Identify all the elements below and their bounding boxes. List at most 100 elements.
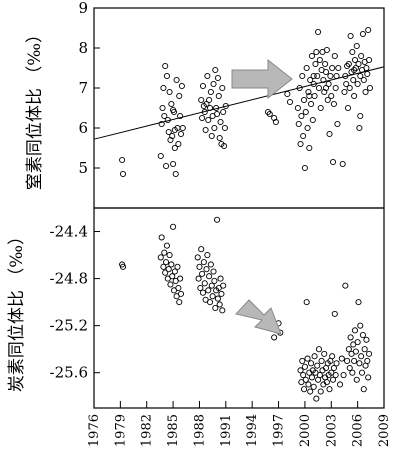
carbon-data-point [354, 339, 361, 346]
nitrogen-data-point [178, 82, 185, 90]
nitrogen-data-point [358, 52, 365, 60]
carbon-data-point [347, 334, 354, 341]
x-tick-label: 1988 [192, 414, 207, 447]
carbon-data-point [302, 376, 309, 383]
nitrogen-data-point [164, 116, 171, 124]
nitrogen-plot-frame [93, 7, 385, 209]
nitrogen-data-point [364, 70, 371, 78]
decrease-arrow [235, 299, 282, 335]
nitrogen-data-point [206, 104, 214, 112]
nitrogen-data-point [295, 120, 302, 128]
nitrogen-data-point [201, 108, 208, 116]
carbon-data-point [200, 259, 207, 266]
nitrogen-data-point [315, 84, 323, 92]
nitrogen-data-point [357, 112, 364, 120]
carbon-data-point [330, 364, 337, 372]
carbon-data-point [353, 376, 360, 383]
nitrogen-data-point [357, 72, 364, 80]
carbon-data-point [323, 379, 330, 386]
nitrogen-data-point [202, 126, 209, 134]
carbon-data-point [331, 310, 338, 317]
nitrogen-data-point [212, 66, 219, 74]
nitrogen-data-point [171, 144, 178, 152]
nitrogen-data-point [351, 56, 359, 64]
carbon-data-point [344, 357, 351, 364]
nitrogen-data-point [166, 88, 173, 96]
x-tick-label: 2000 [298, 414, 313, 447]
carbon-data-point [206, 273, 213, 280]
nitrogen-data-point [213, 104, 220, 112]
carbon-data-point [308, 360, 315, 367]
nitrogen-data-point [351, 66, 358, 74]
x-tick-label: 1985 [166, 414, 181, 447]
nitrogen-data-point [331, 52, 338, 60]
carbon-data-point [301, 363, 308, 370]
nitrogen-data-point [356, 124, 363, 132]
carbon-data-point [311, 353, 318, 360]
carbon-data-point [355, 299, 362, 306]
nitrogen-data-point [158, 120, 165, 128]
nitrogen-data-point [169, 132, 176, 140]
x-tick-label: 2003 [324, 414, 339, 447]
nitrogen-data-point [297, 140, 304, 148]
nitrogen-data-point [312, 60, 319, 68]
nitrogen-data-point [341, 88, 348, 96]
carbon-data-point [199, 270, 206, 277]
nitrogen-data-point [360, 76, 367, 84]
nitrogen-data-point [343, 80, 350, 88]
nitrogen-y-tick-label: 5 [78, 159, 88, 177]
nitrogen-data-point [165, 128, 172, 136]
nitrogen-data-point [172, 170, 179, 178]
nitrogen-data-point [321, 88, 328, 96]
nitrogen-data-point [177, 112, 184, 120]
nitrogen-data-point [170, 106, 177, 114]
carbon-data-point [197, 284, 204, 292]
nitrogen-data-point [320, 76, 327, 84]
carbon-data-point [157, 254, 164, 261]
carbon-data-point [160, 263, 167, 270]
carbon-data-point [351, 357, 358, 364]
nitrogen-y-ticks: 5 6 7 8 9 [78, 0, 100, 177]
nitrogen-data-point [334, 120, 341, 128]
nitrogen-data-point [214, 74, 221, 82]
nitrogen-data-point [221, 142, 228, 150]
carbon-data-points [119, 216, 373, 402]
nitrogen-data-point [333, 72, 340, 80]
nitrogen-data-point [324, 96, 331, 104]
carbon-data-point [163, 259, 170, 266]
carbon-data-point [366, 350, 373, 357]
carbon-data-point [337, 381, 344, 388]
nitrogen-data-point [355, 60, 362, 68]
carbon-data-point [358, 369, 366, 376]
carbon-data-point [356, 360, 363, 367]
x-tick-label: 1994 [245, 414, 260, 447]
nitrogen-data-point [119, 170, 127, 178]
x-tick-label: 1997 [272, 414, 287, 447]
nitrogen-data-point [298, 112, 305, 120]
carbon-data-point [211, 277, 218, 284]
nitrogen-data-point [347, 32, 354, 40]
nitrogen-data-point [316, 56, 323, 64]
nitrogen-data-point [365, 26, 372, 34]
carbon-data-point [210, 268, 217, 275]
x-tick-label: 1979 [113, 414, 128, 447]
nitrogen-data-point [167, 136, 174, 144]
carbon-data-point [359, 332, 366, 339]
nitrogen-data-point [271, 114, 278, 122]
carbon-data-point [315, 346, 323, 353]
carbon-data-point [170, 223, 177, 230]
increase-arrow [231, 58, 293, 100]
nitrogen-data-point [205, 116, 212, 124]
carbon-data-point [203, 266, 210, 273]
nitrogen-data-point [302, 108, 309, 116]
carbon-data-point [329, 376, 337, 383]
carbon-data-point [208, 282, 215, 289]
carbon-plot-frame [93, 207, 385, 409]
carbon-data-point [161, 249, 168, 256]
nitrogen-data-points [119, 26, 373, 178]
carbon-data-point [166, 252, 173, 259]
nitrogen-data-point [351, 92, 358, 100]
carbon-data-point [168, 261, 175, 268]
carbon-data-point [314, 362, 321, 369]
x-tick-label: 1991 [219, 414, 234, 447]
